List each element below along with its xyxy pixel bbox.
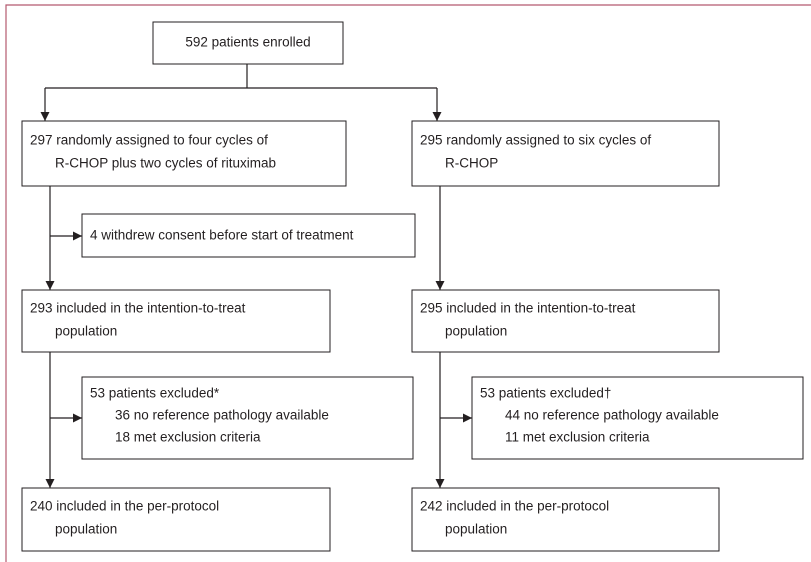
node-sublabel: R-CHOP	[445, 156, 498, 171]
node-box	[21, 487, 331, 552]
frame	[5, 4, 811, 562]
node-sublabel: population	[55, 324, 117, 339]
node-label: 295 included in the intention-to-treat	[420, 301, 636, 316]
node-sublabel: 11 met exclusion criteria	[505, 430, 650, 445]
node-box	[411, 120, 720, 187]
node-sublabel: population	[55, 522, 117, 537]
node-box	[411, 289, 720, 353]
node-sublabel: population	[445, 324, 507, 339]
node-sublabel: R-CHOP plus two cycles of rituximab	[55, 156, 276, 171]
node-box	[21, 120, 347, 187]
node-sublabel: 18 met exclusion criteria	[115, 430, 261, 445]
node-label: 4 withdrew consent before start of treat…	[90, 228, 354, 243]
node-box	[411, 487, 720, 552]
node-box	[81, 376, 414, 460]
node-label: 295 randomly assigned to six cycles of	[420, 133, 651, 148]
node-box	[21, 289, 331, 353]
connectors	[40, 64, 472, 488]
node-box	[152, 21, 344, 65]
node-sublabel: population	[445, 522, 507, 537]
node-label: 53 patients excluded*	[90, 386, 220, 401]
node-label: 240 included in the per-protocol	[30, 499, 219, 514]
split-line	[45, 64, 437, 89]
node-label: 242 included in the per-protocol	[420, 499, 609, 514]
node-label: 297 randomly assigned to four cycles of	[30, 133, 268, 148]
node-box	[471, 376, 804, 460]
node-box	[81, 213, 416, 258]
node-label: 53 patients excluded†	[480, 386, 611, 401]
node-label: 592 patients enrolled	[185, 35, 310, 50]
node-sublabel: 36 no reference pathology available	[115, 408, 329, 423]
node-sublabel: 44 no reference pathology available	[505, 408, 719, 423]
node-label: 293 included in the intention-to-treat	[30, 301, 246, 316]
